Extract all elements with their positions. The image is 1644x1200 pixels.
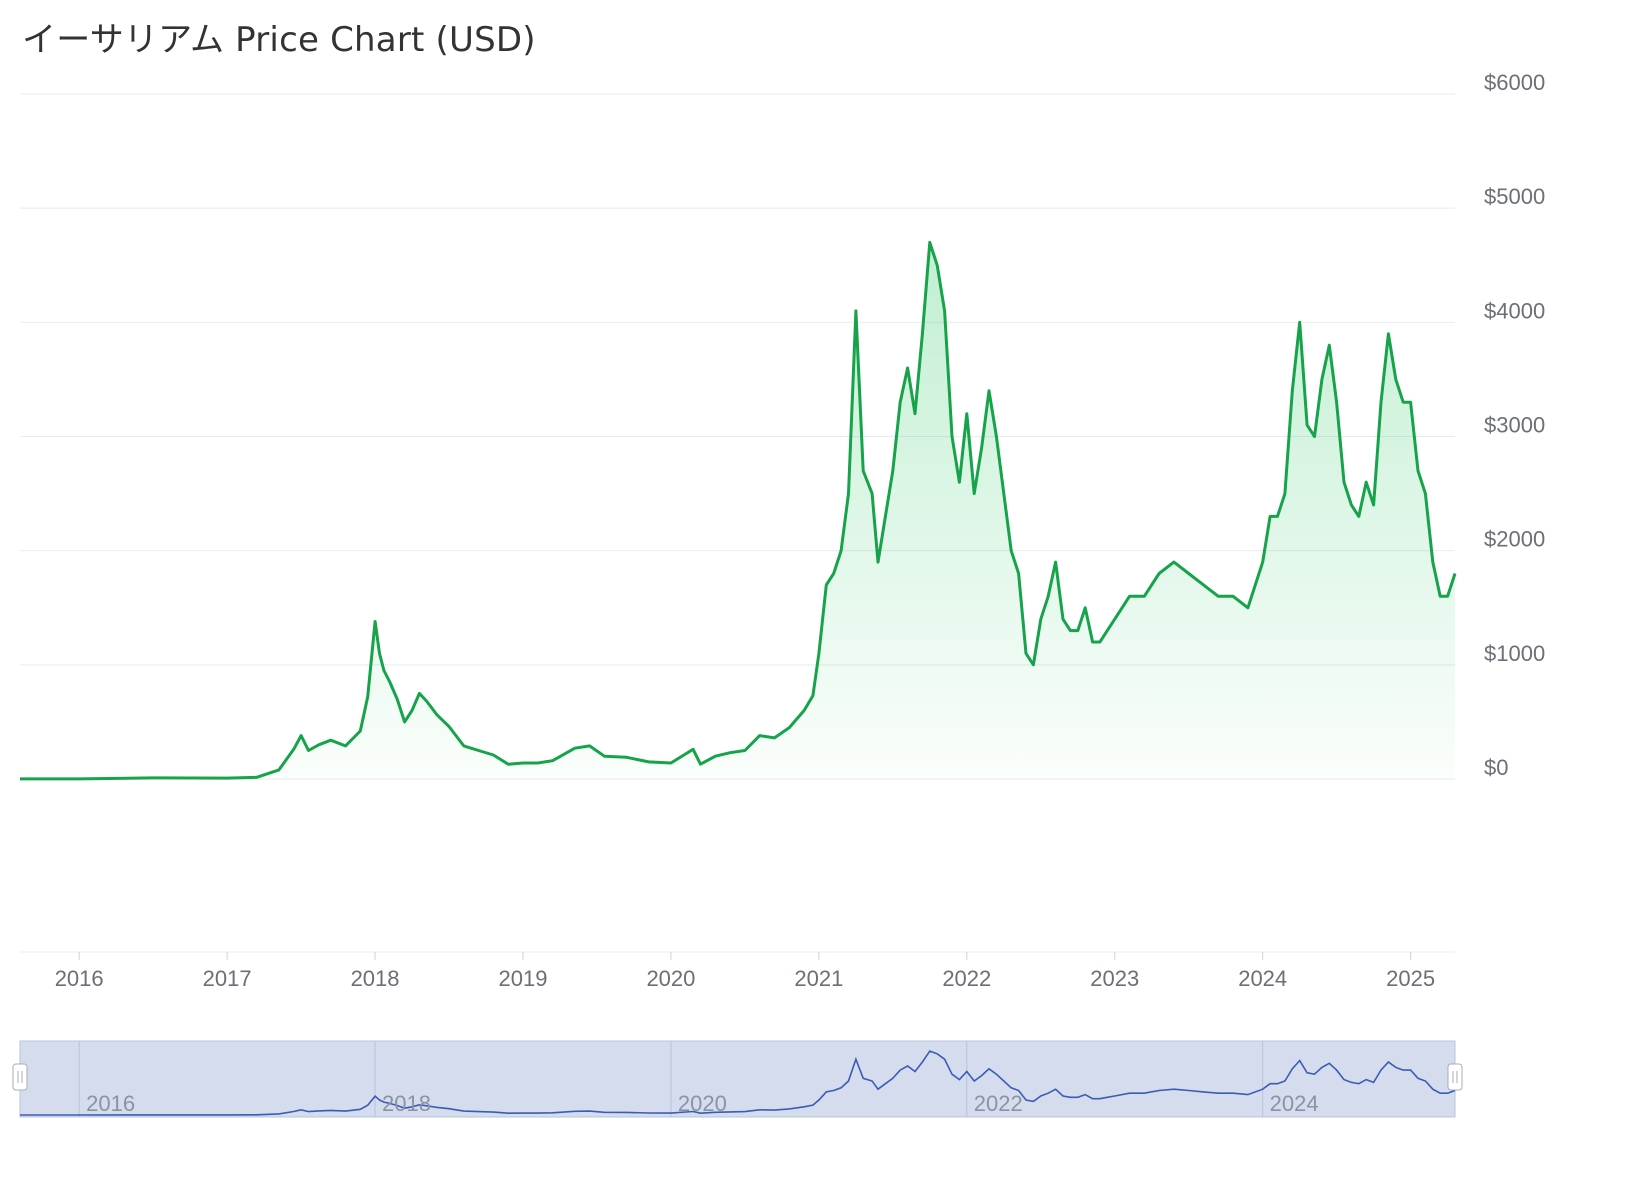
x-tick-label: 2020 — [646, 966, 695, 991]
grid-layer — [20, 93, 1455, 953]
x-tick-label: 2023 — [1090, 966, 1139, 991]
navigator-tick-label: 2020 — [678, 1091, 727, 1116]
navigator-grid — [78, 1041, 1264, 1117]
y-tick-label: $1000 — [1484, 641, 1545, 666]
x-axis: 2016 2017 2018 2019 2020 2021 2022 2023 2024 2025 — [55, 952, 1435, 991]
navigator-tick-label: 2018 — [382, 1091, 431, 1116]
x-tick-label: 2021 — [794, 966, 843, 991]
y-tick-label: $5000 — [1484, 184, 1545, 209]
x-tick-label: 2019 — [499, 966, 548, 991]
y-tick-label: $3000 — [1484, 413, 1545, 438]
navigator-handle-right[interactable] — [1447, 1063, 1463, 1091]
y-axis: $0 $1000 $2000 $3000 $4000 $5000 $6000 — [1484, 70, 1545, 780]
x-tick-label: 2024 — [1238, 966, 1287, 991]
navigator-selection[interactable] — [19, 1040, 1456, 1118]
x-tick-label: 2017 — [203, 966, 252, 991]
navigator-handle-left[interactable] — [12, 1063, 28, 1091]
range-navigator[interactable]: 2016 2018 2020 2022 2024 — [12, 1040, 1463, 1118]
x-tick-label: 2022 — [942, 966, 991, 991]
navigator-tick-label: 2016 — [86, 1091, 135, 1116]
chart-title: イーサリアム Price Chart (USD) — [22, 20, 536, 60]
navigator-tick-label: 2022 — [974, 1091, 1023, 1116]
price-line — [20, 240, 1457, 781]
navigator-tick-label: 2024 — [1270, 1091, 1319, 1116]
y-tick-label: $4000 — [1484, 298, 1545, 323]
x-tick-label: 2025 — [1386, 966, 1435, 991]
price-area — [20, 242, 1455, 779]
y-tick-label: $2000 — [1484, 527, 1545, 552]
navigator-x-axis: 2016 2018 2020 2022 2024 — [86, 1091, 1318, 1116]
x-tick-label: 2018 — [351, 966, 400, 991]
y-tick-label: $0 — [1484, 755, 1508, 780]
y-tick-label: $6000 — [1484, 70, 1545, 95]
x-tick-label: 2016 — [55, 966, 104, 991]
navigator-line — [20, 1050, 1456, 1116]
